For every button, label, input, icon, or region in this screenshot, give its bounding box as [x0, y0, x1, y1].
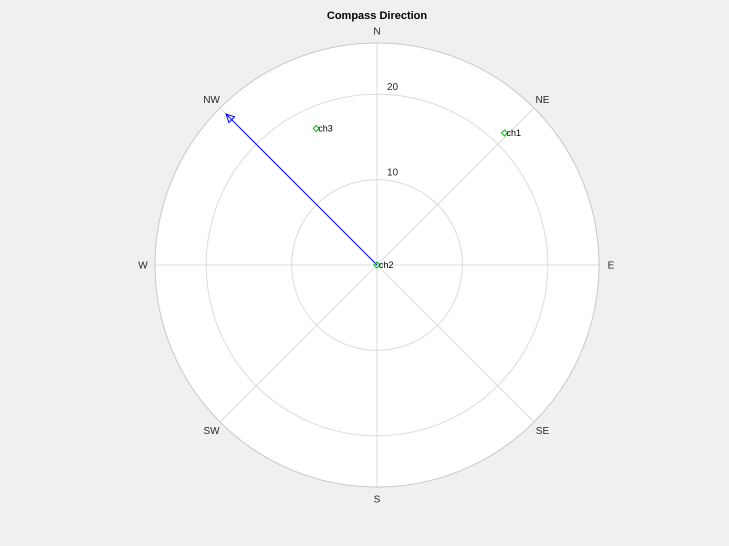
point-label-ch2: ch2: [379, 260, 394, 270]
arrow-head: [225, 113, 236, 124]
point-ch3: [312, 124, 320, 133]
direction-label-s: S: [374, 495, 381, 506]
polar-boundary: [154, 42, 600, 488]
point-ch1: [500, 129, 509, 137]
spoke-sw: [219, 264, 378, 423]
direction-label-nw: NW: [203, 95, 220, 106]
point-ch2: [373, 261, 381, 269]
arrow-line: [225, 113, 378, 266]
chart-title: Compass Direction: [327, 10, 428, 22]
point-label-ch1: ch1: [507, 128, 522, 138]
direction-label-e: E: [608, 261, 615, 272]
point-label-ch3: ch3: [318, 123, 333, 133]
r-tick-label-20: 20: [387, 82, 399, 93]
direction-label-n: N: [373, 27, 380, 38]
direction-label-w: W: [138, 261, 148, 272]
spoke-ne: [376, 107, 535, 266]
direction-label-sw: SW: [203, 426, 220, 437]
data-marks: ch1 ch2 ch3: [225, 113, 522, 270]
polar-axes: N NE E SE S SW W NW 10 20: [138, 27, 614, 506]
direction-label-se: SE: [536, 426, 550, 437]
direction-label-ne: NE: [536, 95, 550, 106]
r-tick-label-10: 10: [387, 168, 399, 179]
spoke-se: [376, 264, 535, 423]
